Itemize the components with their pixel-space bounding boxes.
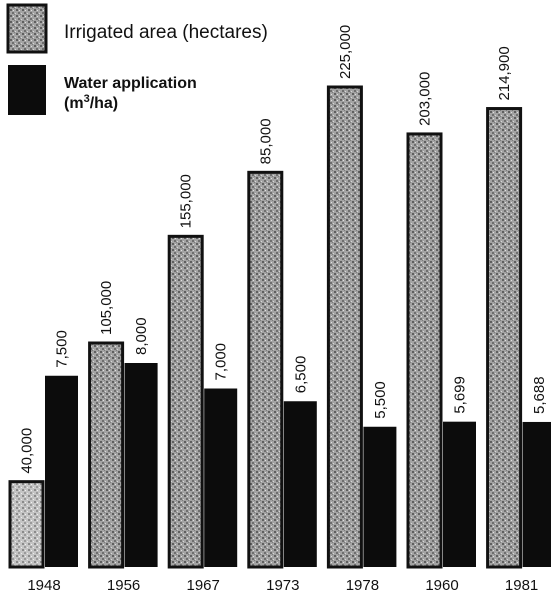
category-label-1973: 1973 — [266, 577, 299, 594]
bars-group — [8, 85, 551, 569]
value-label-water-application-1981: 5,688 — [531, 376, 548, 414]
legend-swatch-water-application — [8, 65, 46, 115]
value-label-irrigated-area-1956: 105,000 — [98, 281, 115, 335]
legend-label-irrigated-area: Irrigated area (hectares) — [64, 22, 268, 43]
legend-unit-water-application: (m3/ha) — [64, 93, 118, 112]
value-label-irrigated-area-1960: 203,000 — [417, 72, 434, 126]
value-label-water-application-1973: 6,500 — [292, 356, 309, 394]
category-label-1981: 1981 — [505, 577, 538, 594]
category-labels-group: 1948 1956 1967 1973 1978 1960 1981 — [27, 577, 538, 594]
category-label-1978: 1978 — [346, 577, 379, 594]
bar-irrigated-area-1967 — [167, 234, 204, 569]
legend: Irrigated area (hectares) Water applicat… — [6, 3, 268, 115]
value-labels-group: 40,000 7,500 105,000 8,000 155,000 7,000 85,00… — [19, 25, 549, 474]
bar-water-application-1978 — [363, 426, 397, 567]
category-label-1948: 1948 — [27, 577, 60, 594]
value-label-irrigated-area-1981: 214,900 — [496, 46, 513, 100]
value-label-water-application-1978: 5,500 — [372, 381, 389, 419]
bar-water-application-1973 — [283, 401, 317, 567]
bar-irrigated-area-1956 — [88, 341, 125, 569]
category-label-1956: 1956 — [107, 577, 140, 594]
bar-irrigated-area-1973 — [247, 170, 284, 569]
bar-irrigated-area-1981 — [486, 107, 523, 569]
value-label-irrigated-area-1948: 40,000 — [19, 428, 36, 474]
category-label-1967: 1967 — [187, 577, 220, 594]
bar-water-application-1956 — [124, 363, 158, 567]
bar-irrigated-area-1978 — [326, 85, 363, 569]
bar-water-application-1960 — [443, 421, 476, 567]
bar-water-application-1981 — [522, 421, 551, 567]
value-label-water-application-1967: 7,000 — [213, 343, 230, 381]
bar-irrigated-area-1960 — [406, 132, 443, 569]
value-label-irrigated-area-1973: 85,000 — [257, 118, 274, 164]
legend-label-water-application: Water application — [64, 75, 197, 92]
value-label-water-application-1948: 7,500 — [54, 330, 71, 368]
value-label-water-application-1956: 8,000 — [133, 317, 150, 355]
value-label-irrigated-area-1967: 155,000 — [178, 174, 195, 228]
value-label-irrigated-area-1978: 225,000 — [337, 25, 354, 79]
category-label-1960: 1960 — [425, 577, 458, 594]
legend-swatch-irrigated-area — [6, 3, 48, 54]
value-label-water-application-1960: 5,699 — [452, 376, 469, 414]
bar-irrigated-area-1948 — [8, 480, 45, 569]
bar-water-application-1967 — [204, 388, 238, 567]
bar-water-application-1948 — [45, 375, 78, 567]
